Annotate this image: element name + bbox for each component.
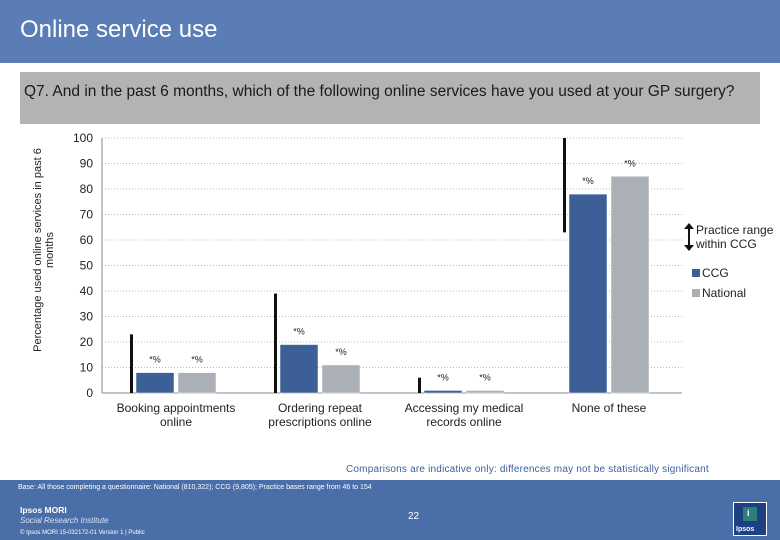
national-bar (321, 364, 361, 394)
x-tick-label: Accessing my medical (405, 401, 524, 415)
legend-national-label: National (702, 286, 747, 300)
copyright-text: © Ipsos MORI 15-032172-01 Version 1 | Pu… (20, 530, 145, 536)
ipsos-logo: i Ipsos (733, 502, 767, 536)
legend-national-swatch (692, 289, 700, 297)
page-title: Online service use (20, 16, 218, 43)
y-tick-label: 100 (73, 131, 93, 145)
data-label: *% (624, 158, 636, 168)
data-label: *% (149, 355, 161, 365)
footer-bar (0, 480, 780, 540)
org-name: Ipsos MORI (20, 505, 67, 515)
ccg-bar (423, 390, 463, 394)
practice-range-line (274, 293, 277, 393)
logo-text: Ipsos (736, 526, 755, 533)
y-tick-label: 90 (80, 157, 94, 171)
legend-ccg-swatch (692, 269, 700, 277)
y-tick-label: 70 (80, 208, 94, 222)
data-label: *% (293, 327, 305, 337)
data-label: *% (335, 347, 347, 357)
x-tick-label: prescriptions online (268, 415, 372, 429)
practice-range-line (563, 138, 566, 233)
ccg-bar (279, 344, 319, 394)
x-tick-label: None of these (572, 401, 647, 415)
ccg-bar (568, 193, 608, 394)
data-label: *% (479, 372, 491, 382)
practice-range-line (130, 334, 133, 393)
national-bar (465, 390, 505, 394)
y-tick-label: 30 (80, 310, 94, 324)
x-tick-label: Ordering repeat (278, 401, 363, 415)
y-tick-label: 40 (80, 284, 94, 298)
y-tick-label: 20 (80, 335, 94, 349)
question-banner: Q7. And in the past 6 months, which of t… (20, 72, 760, 124)
practice-range-line (418, 377, 421, 393)
legend-ccg-label: CCG (702, 266, 729, 280)
y-tick-label: 80 (80, 182, 94, 196)
ccg-bar (135, 372, 175, 394)
data-label: *% (582, 176, 594, 186)
national-bar (177, 372, 217, 394)
y-tick-label: 50 (80, 259, 94, 273)
page-number: 22 (408, 511, 420, 522)
x-tick-label: online (160, 415, 192, 429)
x-tick-label: records online (426, 415, 502, 429)
org-subtitle: Social Research Institute (20, 516, 109, 525)
question-text: Q7. And in the past 6 months, which of t… (24, 83, 735, 100)
y-tick-label: 0 (86, 386, 93, 400)
comparison-note: Comparisons are indicative only: differe… (346, 464, 709, 475)
logo-mark: i (743, 507, 757, 521)
data-label: *% (437, 372, 449, 382)
legend-practice-range-label: Practice range within CCG (696, 223, 774, 251)
base-text: Base: All those completing a questionnai… (18, 484, 372, 491)
y-tick-label: 60 (80, 233, 94, 247)
header-bar (0, 0, 780, 63)
x-tick-label: Booking appointments (117, 401, 236, 415)
national-bar (610, 176, 650, 394)
range-arrow-icon (684, 223, 694, 251)
y-tick-label: 10 (80, 361, 94, 375)
data-label: *% (191, 355, 203, 365)
bar-chart: 0 10 20 30 40 50 60 70 80 90 100 *% *% Booking appoin… (73, 131, 682, 429)
